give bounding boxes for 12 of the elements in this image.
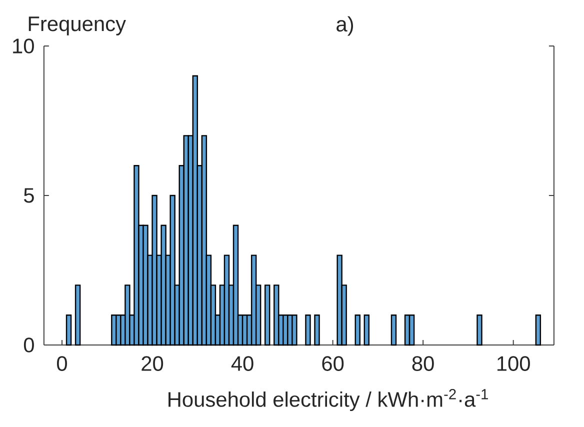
x-tick-label: 80 [412, 356, 434, 371]
x-tick-label: 0 [56, 356, 67, 371]
x-tick-label: 20 [142, 356, 164, 371]
x-tick-label: 100 [497, 356, 530, 371]
x-axis-title: Household electricity / kWh·m$^{-2}$·a$^{-1}$ [168, 388, 488, 412]
y-axis-title: Frequency [28, 16, 126, 36]
x-tick-label: 60 [322, 356, 344, 371]
x-tick-label: 40 [231, 356, 254, 371]
y-tick-label: 5 [24, 188, 34, 203]
y-tick-label: 10 [13, 38, 34, 54]
chart-title: a) [336, 16, 354, 36]
y-tick-label: 0 [24, 338, 34, 352]
